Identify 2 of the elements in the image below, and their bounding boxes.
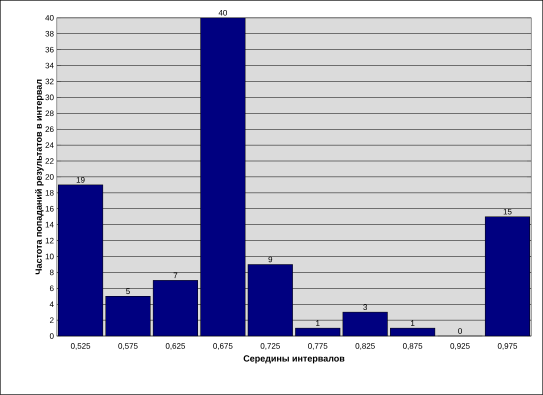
x-axis-title: Середины интервалов <box>244 355 344 364</box>
y-axis-title: Частота попаданий результатов в интервал <box>35 80 44 274</box>
